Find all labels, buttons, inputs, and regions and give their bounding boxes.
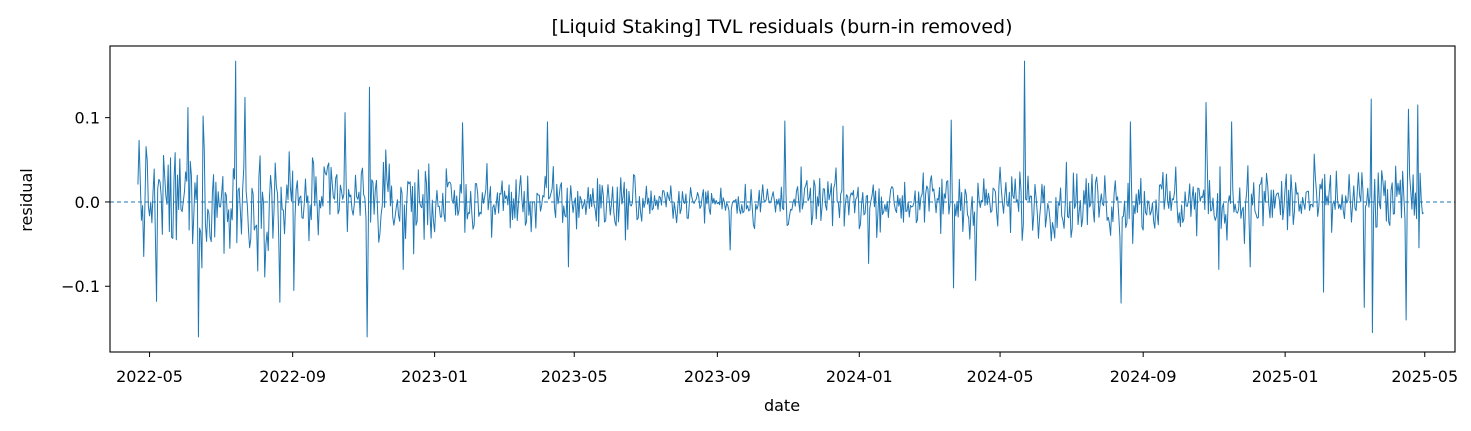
y-tick-label-2: −0.1: [61, 277, 100, 296]
x-tick-label-7: 2024-09: [1110, 367, 1177, 386]
y-tick-label-0: 0.1: [75, 109, 100, 128]
x-tick-label-2: 2023-01: [401, 367, 468, 386]
y-axis-label: residual: [17, 168, 36, 231]
x-tick-label-5: 2024-01: [826, 367, 893, 386]
chart-title: [Liquid Staking] TVL residuals (burn-in …: [551, 16, 1012, 38]
series-line-residual: [137, 60, 1424, 338]
x-tick-label-0: 2022-05: [116, 367, 183, 386]
x-axis: 2022-05 2022-09 2023-01 2023-05 2023-09 2024-…: [116, 352, 1458, 386]
x-tick-label-8: 2025-01: [1252, 367, 1319, 386]
x-tick-label-1: 2022-09: [259, 367, 326, 386]
x-tick-label-6: 2024-05: [967, 367, 1034, 386]
y-axis: 0.1 0.0 −0.1: [61, 109, 110, 296]
x-tick-label-9: 2025-05: [1391, 367, 1458, 386]
plot-frame: [109, 45, 1456, 353]
plot-area: [110, 60, 1455, 338]
y-tick-label-1: 0.0: [75, 193, 100, 212]
x-axis-label: date: [764, 396, 800, 415]
x-tick-label-3: 2023-05: [541, 367, 608, 386]
x-tick-label-4: 2023-09: [684, 367, 751, 386]
